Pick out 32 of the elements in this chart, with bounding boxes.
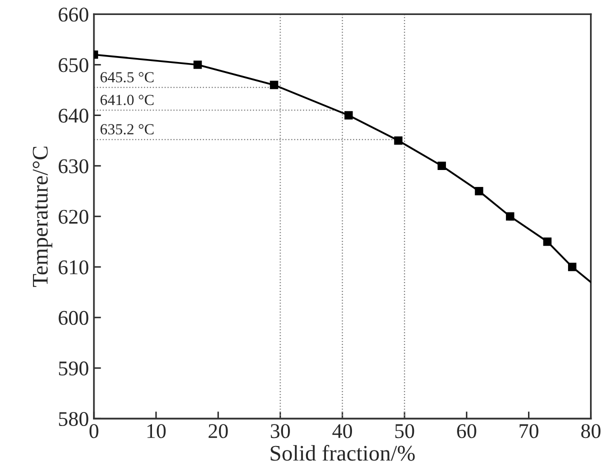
x-tick-label: 40 [332, 424, 352, 438]
x-tick-label: 30 [270, 424, 290, 438]
y-tick-label: 660 [58, 8, 88, 22]
point [506, 212, 514, 221]
x-tick-label: 0 [90, 424, 98, 438]
ref-line-label: 645.5 °C [100, 72, 154, 82]
y-axis-title: Temperature/°C [32, 146, 52, 287]
x-tick-label: 60 [457, 424, 476, 438]
point [568, 262, 576, 272]
y-tick-label: 650 [58, 58, 88, 72]
point [438, 162, 446, 170]
x-tick-label: 70 [520, 424, 538, 438]
x-tick-label: 50 [395, 424, 414, 438]
x-tick-label: 10 [147, 424, 166, 438]
x-axis-title: Solid fraction/% [270, 444, 415, 461]
point [270, 80, 278, 90]
x-tick-label: 20 [208, 424, 228, 438]
y-tick-label: 580 [59, 412, 88, 426]
point [474, 186, 484, 196]
point [543, 238, 552, 246]
x-tick-label: 80 [581, 424, 600, 438]
y-tick-label: 610 [58, 260, 88, 274]
ref-line-label: 635.2 °C [100, 124, 154, 134]
point [344, 111, 353, 120]
point [193, 60, 202, 69]
y-tick-label: 620 [58, 210, 88, 224]
y-tick-label: 630 [58, 159, 88, 174]
ref-line-label: 641.0 °C [100, 94, 154, 106]
y-tick-label: 600 [58, 310, 88, 325]
y-tick-label: 640 [58, 108, 88, 123]
point [394, 136, 402, 145]
y-tick-label: 590 [59, 361, 88, 376]
